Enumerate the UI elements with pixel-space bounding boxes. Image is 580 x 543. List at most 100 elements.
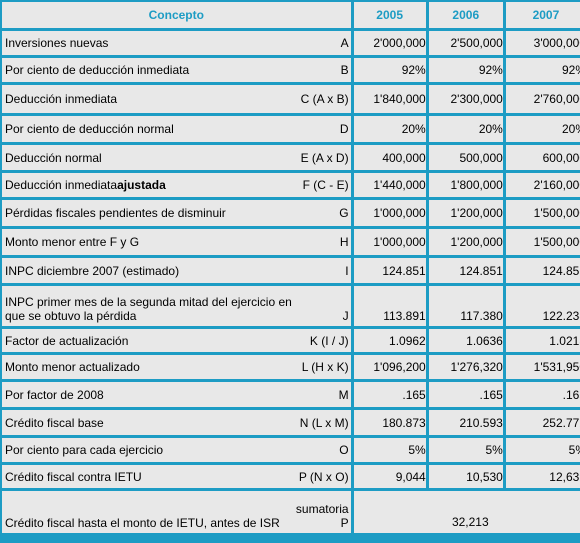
value-cell: 210.593 — [428, 410, 503, 435]
value-cell: 20% — [428, 116, 503, 142]
row-code: C (A x B) — [300, 92, 349, 106]
code-wrap: M — [339, 388, 349, 402]
table-row: Inversiones nuevas A 2'000,000 2'500,000 3'0… — [2, 31, 580, 55]
header-year: 2006 — [428, 2, 503, 28]
concept: Por factor de 2008 M — [5, 388, 349, 402]
value-cell: 1'531,950 — [505, 355, 580, 379]
row-label-bold: ajustada — [117, 178, 166, 192]
value-cell: 2'000,000 — [353, 31, 426, 55]
concept-cell: Por ciento para cada ejercicio O — [2, 438, 351, 462]
value-cell: 252.772 — [505, 410, 580, 435]
code-note: sumatoria — [295, 502, 349, 516]
table-row: Deducción inmediata C (A x B) 1'840,000 2'3… — [2, 85, 580, 113]
value-cell: 180.873 — [353, 410, 426, 435]
row-code: J — [342, 309, 349, 323]
value-cell: 1'500,000 — [505, 229, 580, 255]
row-label: Inversiones nuevas — [5, 36, 109, 50]
code-wrap: I — [345, 264, 348, 278]
value-cell: 1'200,000 — [428, 200, 503, 226]
table-row: Por ciento de deducción inmediata B 92% 92%… — [2, 58, 580, 82]
concept: Crédito fiscal base N (L x M) — [5, 416, 349, 430]
concept-cell: Deducción inmediataajustada F (C - E) — [2, 173, 351, 197]
concept: Deducción normal E (A x D) — [5, 151, 349, 165]
row-label: Deducción normal — [5, 150, 102, 165]
value-cell: 5% — [353, 438, 426, 462]
concept: INPC primer mes de la segunda mitad del … — [5, 295, 349, 323]
row-label: Por ciento para cada ejercicio — [5, 443, 164, 457]
value-cell: 92% — [353, 58, 426, 82]
table-row: Crédito fiscal contra IETU P (N x O) 9,044… — [2, 465, 580, 488]
value-cell: 1'276,320 — [428, 355, 503, 379]
value-cell: 1'096,200 — [353, 355, 426, 379]
row-code: P — [340, 516, 349, 530]
row-label: Por ciento de deducción inmediata — [5, 63, 190, 77]
value-cell: 1'500,000 — [505, 200, 580, 226]
concept: Monto menor entre F y G H — [5, 235, 349, 249]
concept: Deducción inmediata C (A x B) — [5, 92, 349, 106]
value-cell: 2'300,000 — [428, 85, 503, 113]
row-code: A — [340, 36, 349, 50]
row-code: O — [339, 443, 349, 457]
header-year: 2005 — [353, 2, 426, 28]
value-cell: 600,000 — [505, 145, 580, 170]
row-code: N (L x M) — [299, 415, 349, 430]
value-cell: 124.851 — [428, 258, 503, 283]
code-wrap: F (C - E) — [303, 178, 349, 192]
value-cell: 10,530 — [428, 465, 503, 488]
row-code: K (I / J) — [309, 333, 349, 348]
concept: Deducción inmediataajustada F (C - E) — [5, 178, 349, 192]
concept: Factor de actualización K (I / J) — [5, 334, 349, 348]
concept-cell: Crédito fiscal hasta el monto de IETU, a… — [2, 491, 351, 533]
value-cell: 9,044 — [353, 465, 426, 488]
concept-cell: Monto menor entre F y G H — [2, 229, 351, 255]
value-cell: 117.380 — [428, 286, 503, 326]
value-cell: 122.238 — [505, 286, 580, 326]
code-wrap: O — [339, 443, 348, 457]
value-cell: 5% — [505, 438, 580, 462]
row-label: Crédito fiscal base — [5, 415, 104, 430]
concept-cell: Por ciento de deducción inmediata B — [2, 58, 351, 82]
value-cell: 1'200,000 — [428, 229, 503, 255]
code-wrap: N (L x M) — [300, 416, 349, 430]
concept: Por ciento de deducción normal D — [5, 122, 349, 136]
code-wrap: B — [341, 63, 349, 77]
concept: Monto menor actualizado L (H x K) — [5, 360, 349, 374]
concept-cell: Crédito fiscal base N (L x M) — [2, 410, 351, 435]
row-code: I — [345, 263, 349, 278]
value-cell: 500,000 — [428, 145, 503, 170]
value-cell: 1.0636 — [428, 329, 503, 352]
concept-cell: Deducción inmediata C (A x B) — [2, 85, 351, 113]
table-row: Monto menor actualizado L (H x K) 1'096,20… — [2, 355, 580, 379]
code-wrap: H — [340, 235, 349, 249]
concept-cell: Inversiones nuevas A — [2, 31, 351, 55]
value-cell: 2'760,000 — [505, 85, 580, 113]
row-code: D — [339, 122, 349, 136]
table-row: INPC primer mes de la segunda mitad del … — [2, 286, 580, 326]
table-row: Factor de actualización K (I / J) 1.0962 1.… — [2, 329, 580, 352]
row-label: Deducción inmediata — [5, 92, 118, 106]
concept-cell: Por factor de 2008 M — [2, 382, 351, 407]
row-label: Por factor de 2008 — [5, 387, 104, 402]
concept: Por ciento para cada ejercicio O — [5, 443, 349, 457]
table-row: Deducción normal E (A x D) 400,000 500,000 6… — [2, 145, 580, 170]
code-wrap: P (N x O) — [299, 470, 349, 484]
value-cell: 1'840,000 — [353, 85, 426, 113]
concept-cell: Monto menor actualizado L (H x K) — [2, 355, 351, 379]
value-cell: 12,639 — [505, 465, 580, 488]
code-wrap: A — [341, 36, 349, 50]
value-cell: 1'800,000 — [428, 173, 503, 197]
row-code: M — [338, 387, 349, 402]
value-cell: 124.851 — [353, 258, 426, 283]
value-cell: 1'000,000 — [353, 200, 426, 226]
table-row: INPC diciembre 2007 (estimado) I 124.851 12… — [2, 258, 580, 283]
table-row: Pérdidas fiscales pendientes de disminui… — [2, 200, 580, 226]
value-cell: 1'440,000 — [353, 173, 426, 197]
row-label: INPC primer mes de la segunda mitad del … — [5, 295, 292, 323]
concept-cell: Factor de actualización K (I / J) — [2, 329, 351, 352]
concept: Inversiones nuevas A — [5, 36, 349, 50]
total-cell: 32,213 — [353, 491, 580, 533]
row-label: Monto menor actualizado — [5, 360, 140, 374]
value-cell: 2'160,000 — [505, 173, 580, 197]
